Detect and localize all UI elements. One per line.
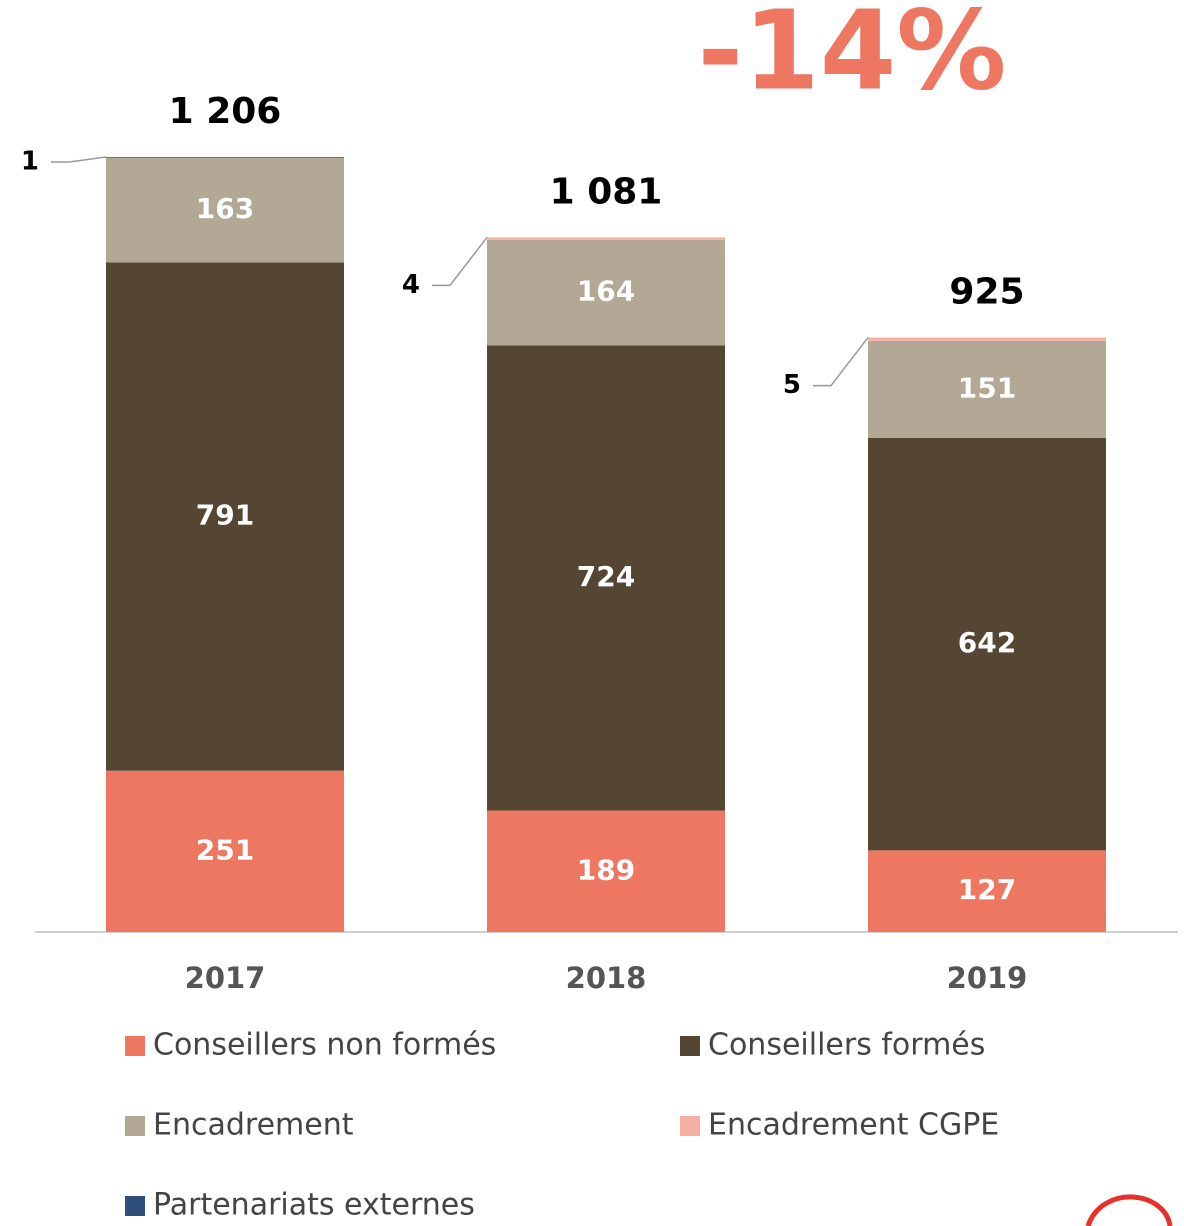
total-label: 925 bbox=[949, 272, 1024, 313]
value-label: 724 bbox=[577, 560, 635, 593]
legend-swatch bbox=[125, 1196, 145, 1216]
x-tick-label: 2017 bbox=[185, 961, 266, 995]
legend-swatch bbox=[680, 1036, 700, 1056]
bar-segment bbox=[487, 239, 725, 346]
legend-swatch bbox=[680, 1116, 700, 1136]
legend-label: Encadrement bbox=[153, 1108, 354, 1143]
value-label: 1 bbox=[21, 147, 39, 177]
value-label: 4 bbox=[402, 270, 420, 300]
bar-segment bbox=[106, 262, 344, 771]
value-label: 127 bbox=[958, 873, 1016, 906]
legend-swatch bbox=[125, 1036, 145, 1056]
total-label: 1 206 bbox=[169, 91, 282, 132]
x-tick-label: 2019 bbox=[947, 961, 1028, 995]
bar-segment bbox=[106, 157, 344, 158]
value-label: 163 bbox=[196, 192, 254, 225]
legend-swatch bbox=[125, 1116, 145, 1136]
bar-segment bbox=[868, 340, 1106, 438]
legend-label: Partenariats externes bbox=[153, 1188, 475, 1223]
leader-line bbox=[432, 236, 488, 287]
value-label: 642 bbox=[958, 626, 1016, 659]
leader-line bbox=[813, 337, 869, 387]
annotation: -14% bbox=[698, 0, 1007, 114]
legend-label: Conseillers formés bbox=[708, 1028, 985, 1063]
value-label: 791 bbox=[196, 499, 254, 532]
value-label: 151 bbox=[958, 371, 1016, 404]
bar-segment bbox=[487, 237, 725, 240]
value-label: 5 bbox=[783, 370, 801, 400]
bar-segment bbox=[106, 770, 344, 932]
bar-segment bbox=[487, 345, 725, 811]
bar-segment bbox=[487, 810, 725, 932]
logo bbox=[1085, 1194, 1173, 1226]
bar-segment bbox=[106, 157, 344, 263]
bar-segment bbox=[868, 437, 1106, 851]
total-label: 1 081 bbox=[550, 171, 663, 212]
legend-label: Encadrement CGPE bbox=[708, 1108, 999, 1143]
bar-segment bbox=[868, 337, 1106, 341]
legend-label: Conseillers non formés bbox=[153, 1028, 496, 1063]
leader-line bbox=[51, 156, 107, 163]
x-tick-label: 2018 bbox=[566, 961, 647, 995]
value-label: 164 bbox=[577, 275, 635, 308]
value-label: 251 bbox=[196, 833, 254, 866]
bar-segment bbox=[868, 850, 1106, 932]
value-label: 189 bbox=[577, 853, 635, 886]
